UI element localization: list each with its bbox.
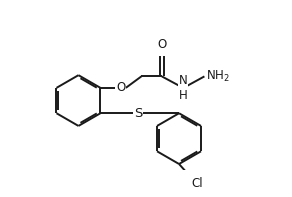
Text: Cl: Cl <box>191 177 203 190</box>
Text: S: S <box>134 107 142 120</box>
Text: N
H: N H <box>179 74 187 102</box>
Text: O: O <box>116 81 126 94</box>
Text: NH$_2$: NH$_2$ <box>206 69 230 84</box>
Text: O: O <box>157 38 166 51</box>
